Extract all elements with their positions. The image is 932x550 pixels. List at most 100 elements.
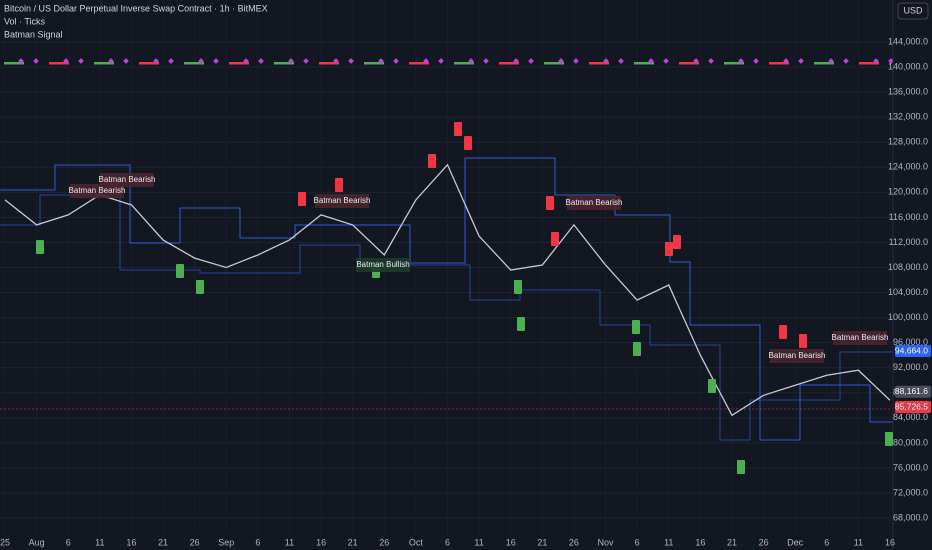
signal-dot	[873, 58, 879, 64]
price-tag-label: 94,664.0	[895, 345, 928, 355]
y-tick-label: 76,000.0	[893, 462, 928, 472]
x-tick-label: Oct	[409, 537, 424, 547]
signal-dot	[783, 58, 789, 64]
x-tick-label: 21	[348, 537, 358, 547]
x-tick-label: 26	[569, 537, 579, 547]
time-axis	[0, 535, 893, 550]
signal-marker	[335, 178, 343, 192]
signal-marker	[428, 154, 436, 168]
signal-dash	[229, 62, 249, 65]
x-tick-label: 6	[255, 537, 260, 547]
signal-dash	[139, 62, 159, 65]
x-tick-label: 21	[158, 537, 168, 547]
signal-marker	[885, 432, 893, 446]
annotation-label: Batman Bearish	[566, 198, 623, 207]
signal-marker	[546, 196, 554, 210]
grid	[0, 41, 893, 519]
y-tick-label: 136,000.0	[888, 86, 928, 96]
x-tick-label: Nov	[598, 537, 615, 547]
signal-marker	[298, 192, 306, 206]
signal-dot	[753, 58, 759, 64]
signal-dash	[184, 62, 204, 65]
signal-marker	[665, 242, 673, 256]
annotation-box	[356, 258, 410, 272]
x-tick-label: 11	[474, 537, 483, 547]
channel-box	[0, 157, 893, 441]
annotation-label: Batman Bearish	[314, 196, 371, 205]
annotation-box	[567, 196, 621, 210]
annotation-box	[100, 173, 154, 187]
signal-marker	[779, 325, 787, 339]
indicator: Batman Signal	[4, 29, 63, 39]
price-tag	[895, 401, 931, 414]
signal-dot	[888, 58, 894, 64]
signal-marker	[176, 264, 184, 278]
annotation-label: Batman Bearish	[769, 351, 826, 360]
signal-dot	[18, 58, 24, 64]
signal-marker	[36, 240, 44, 254]
y-tick-label: 112,000.0	[889, 237, 928, 247]
currency-label[interactable]: USD	[903, 5, 923, 15]
x-tick-label: 6	[445, 537, 450, 547]
y-tick-label: 104,000.0	[888, 287, 928, 297]
x-tick-label: 11	[285, 537, 294, 547]
y-tick-label: 120,000.0	[888, 187, 928, 197]
y-tick-label: 140,000.0	[888, 61, 928, 71]
signal-marker	[673, 235, 681, 249]
y-tick-label: 128,000.0	[888, 137, 928, 147]
signal-dash	[364, 62, 384, 65]
signal-marker	[708, 379, 716, 393]
signal-dash	[319, 62, 339, 65]
signal-marker	[799, 334, 807, 348]
x-tick-label: 26	[759, 537, 769, 547]
signal-dash	[49, 62, 69, 65]
signal-dash	[634, 62, 654, 65]
signal-dash	[589, 62, 609, 65]
signal-dash	[409, 62, 429, 65]
y-tick-label: 132,000.0	[888, 112, 928, 122]
signal-marker	[632, 320, 640, 334]
annotation-label: Batman Bullish	[356, 260, 409, 269]
signal-dot	[663, 58, 669, 64]
y-tick-label: 116,000.0	[889, 212, 928, 222]
signal-dot	[558, 58, 564, 64]
signal-dash	[4, 62, 24, 65]
x-tick-label: 25	[0, 537, 10, 547]
y-tick-label: 96,000.0	[893, 337, 928, 347]
y-tick-label: 80,000.0	[893, 437, 928, 447]
y-tick-label: 108,000.0	[888, 262, 928, 272]
x-tick-label: 21	[537, 537, 547, 547]
x-tick-label: 11	[664, 537, 673, 547]
x-tick-label: 16	[695, 537, 705, 547]
signal-dash	[499, 62, 519, 65]
signal-marker	[551, 232, 559, 246]
signal-dot	[648, 58, 654, 64]
signal-marker	[454, 122, 462, 136]
annotation-label: Batman Bearish	[832, 333, 889, 342]
y-tick-label: 100,000.0	[888, 312, 928, 322]
x-tick-label: Aug	[29, 537, 45, 547]
y-tick-label: 72,000.0	[893, 487, 928, 497]
x-tick-label: 16	[126, 537, 136, 547]
currency-button[interactable]	[897, 2, 929, 20]
x-tick-label: 26	[190, 537, 200, 547]
signal-dot	[708, 58, 714, 64]
signal-dot	[798, 58, 804, 64]
x-tick-label: 26	[379, 537, 389, 547]
annotation-box	[833, 331, 887, 345]
annotation-box	[70, 184, 124, 198]
y-tick-label: 124,000.0	[888, 162, 928, 172]
signal-marker	[514, 280, 522, 294]
annotation-box	[315, 194, 369, 208]
y-tick-label: 84,000.0	[893, 412, 928, 422]
price-tag-label: 88,161.6	[895, 386, 928, 396]
signal-dot	[738, 58, 744, 64]
signal-dash	[544, 62, 564, 65]
x-tick-label: 11	[95, 537, 104, 547]
x-tick-label: 16	[316, 537, 326, 547]
x-tick-label: 6	[824, 537, 829, 547]
signal-dash	[724, 62, 744, 65]
x-tick-label: Dec	[787, 537, 804, 547]
signal-dot	[828, 58, 834, 64]
signal-dash	[814, 62, 834, 65]
